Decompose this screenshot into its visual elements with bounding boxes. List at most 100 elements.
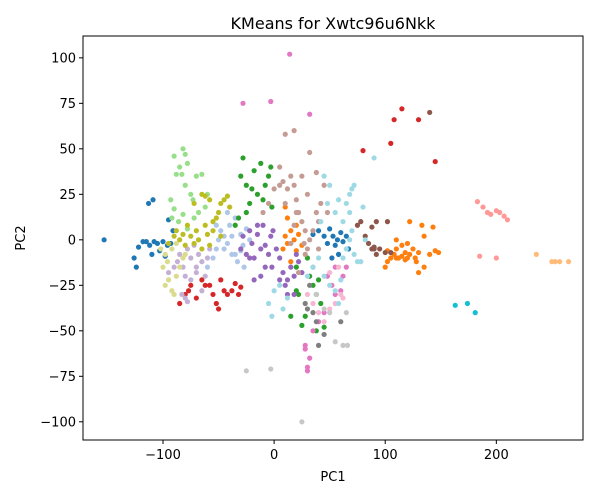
data-point (265, 173, 272, 179)
y-tick-label: 25 (59, 188, 76, 203)
data-point (240, 155, 246, 161)
data-point (415, 117, 422, 123)
data-point (238, 246, 244, 252)
data-point (234, 259, 241, 265)
data-point (240, 100, 246, 106)
data-point (251, 277, 257, 283)
data-point (287, 51, 293, 57)
x-tick-label: −100 (145, 448, 181, 463)
data-point (334, 237, 341, 243)
data-point (202, 273, 208, 279)
data-point (282, 131, 288, 137)
y-tick-label: −100 (40, 415, 76, 430)
data-point (280, 246, 286, 252)
data-point (365, 240, 372, 247)
data-point (480, 204, 486, 210)
data-point (327, 226, 333, 232)
data-point (218, 277, 224, 283)
data-point (351, 182, 357, 188)
data-point (340, 255, 346, 261)
data-point (452, 302, 458, 308)
data-point (229, 288, 235, 294)
data-point (218, 233, 224, 239)
data-point (291, 222, 297, 228)
data-point (321, 310, 327, 316)
data-point (207, 197, 213, 203)
data-point (232, 280, 238, 287)
data-point (347, 237, 353, 243)
data-point (310, 328, 316, 334)
data-point (358, 219, 364, 225)
data-point (299, 419, 305, 425)
data-point (282, 282, 288, 288)
data-point (327, 282, 333, 288)
data-point (310, 310, 316, 316)
data-point (501, 213, 507, 219)
data-point (188, 282, 194, 288)
data-point (265, 300, 272, 307)
data-point (302, 313, 308, 319)
data-point (343, 200, 349, 207)
data-point (321, 324, 327, 330)
data-point (174, 259, 181, 265)
data-point (318, 200, 324, 207)
data-point (382, 249, 388, 256)
data-point (565, 259, 572, 265)
y-axis-label: PC2 (14, 225, 29, 250)
data-point (180, 211, 186, 217)
data-point (321, 182, 327, 188)
data-point (251, 255, 257, 261)
data-point (310, 228, 316, 234)
data-point (188, 191, 194, 197)
data-point (332, 209, 338, 216)
data-point (299, 322, 305, 328)
data-point (332, 242, 338, 248)
cluster-16 (165, 191, 233, 252)
data-point (199, 246, 205, 252)
data-point (173, 228, 179, 234)
data-point (391, 117, 397, 123)
data-point (184, 222, 191, 228)
data-point (258, 246, 264, 252)
cluster-6 (177, 106, 438, 312)
data-point (304, 368, 311, 374)
data-point (260, 197, 266, 203)
data-point (227, 222, 233, 228)
data-point (295, 269, 302, 276)
data-point (299, 173, 305, 179)
data-point (169, 215, 175, 221)
data-point (179, 171, 185, 177)
data-point (191, 215, 197, 221)
data-point (373, 219, 379, 225)
data-point (195, 251, 202, 257)
data-point (358, 259, 364, 265)
cluster-17 (158, 240, 188, 298)
data-point (340, 295, 346, 301)
data-point (399, 242, 405, 248)
data-point (262, 182, 268, 188)
data-point (145, 200, 152, 207)
data-point (210, 291, 216, 298)
data-point (160, 239, 166, 245)
data-point (260, 209, 266, 216)
data-point (177, 164, 183, 170)
data-point (193, 295, 199, 301)
data-point (143, 239, 149, 245)
data-point (164, 259, 171, 265)
data-point (191, 240, 197, 247)
data-point (313, 319, 319, 325)
data-point (310, 300, 316, 307)
data-point (533, 251, 539, 257)
data-point (493, 255, 499, 261)
data-point (321, 306, 327, 312)
data-point (393, 246, 399, 252)
data-point (552, 259, 558, 265)
data-point (295, 259, 302, 265)
data-point (273, 246, 279, 252)
data-point (210, 228, 216, 234)
data-point (199, 171, 205, 177)
data-point (302, 228, 308, 234)
data-point (407, 219, 413, 225)
cluster-18 (452, 300, 478, 316)
data-point (282, 204, 288, 210)
